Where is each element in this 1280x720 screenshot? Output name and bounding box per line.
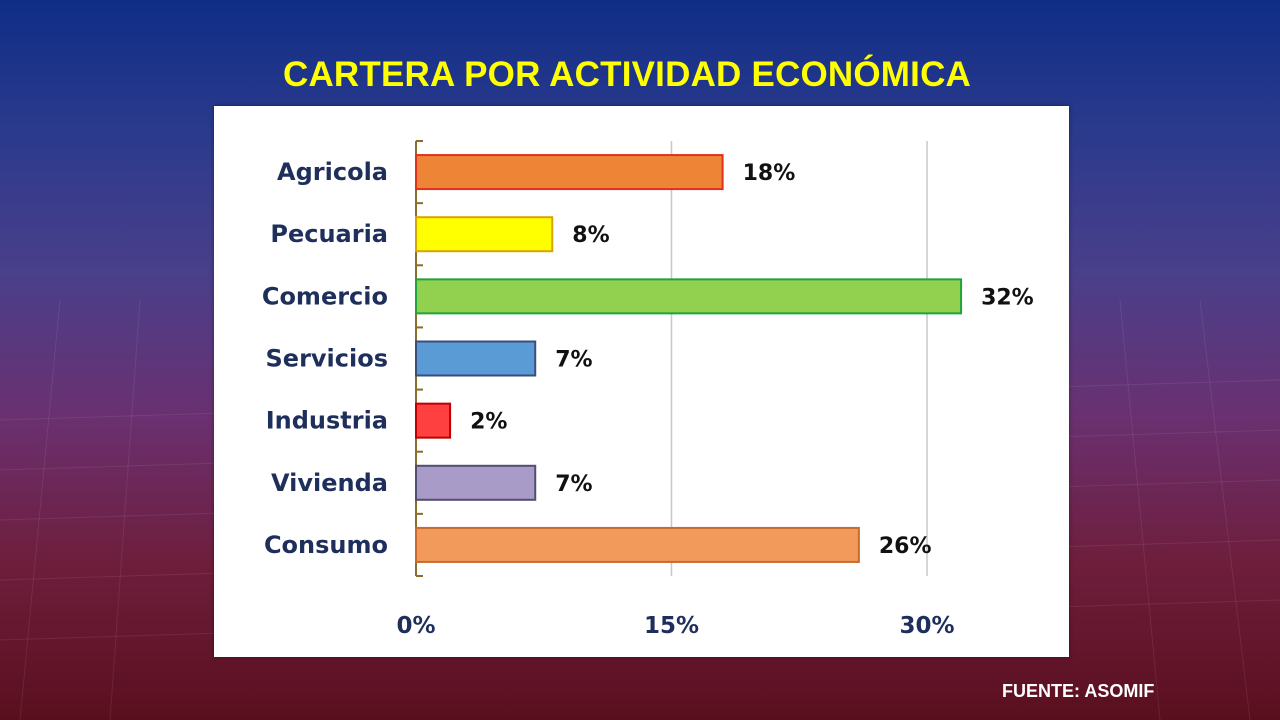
value-label: 26% <box>879 534 932 559</box>
category-label: Agricola <box>277 158 388 186</box>
category-label: Comercio <box>262 282 388 310</box>
category-label: Consumo <box>264 531 388 559</box>
bar-agricola <box>415 154 724 191</box>
slide-title: CARTERA POR ACTIVIDAD ECONÓMICA <box>282 55 972 94</box>
bar-servicios <box>415 340 537 377</box>
bar-comercio <box>415 278 963 315</box>
value-label: 7% <box>555 472 592 497</box>
value-label: 2% <box>470 410 507 435</box>
bar-vivienda <box>415 464 537 501</box>
category-label: Vivienda <box>271 469 388 497</box>
bar-consumo <box>415 526 860 563</box>
bar-pecuaria <box>415 216 554 253</box>
category-label: Servicios <box>266 345 389 373</box>
x-tick-label: 30% <box>899 613 954 639</box>
chart-panel: Agricola 18% Pecuaria 8% Comercio 32% Servicio… <box>214 106 1069 657</box>
value-label: 18% <box>743 161 796 186</box>
source-note: FUENTE: ASOMIF <box>1002 681 1155 701</box>
x-tick-label: 15% <box>644 613 699 639</box>
value-label: 32% <box>981 285 1034 310</box>
value-label: 7% <box>555 348 592 373</box>
bar-chart: Agricola 18% Pecuaria 8% Comercio 32% Servicio… <box>262 140 1034 639</box>
x-tick-label: 0% <box>396 613 435 639</box>
category-label: Industria <box>266 407 388 435</box>
bar-industria <box>415 402 452 439</box>
category-label: Pecuaria <box>270 220 388 248</box>
value-label: 8% <box>572 223 609 248</box>
